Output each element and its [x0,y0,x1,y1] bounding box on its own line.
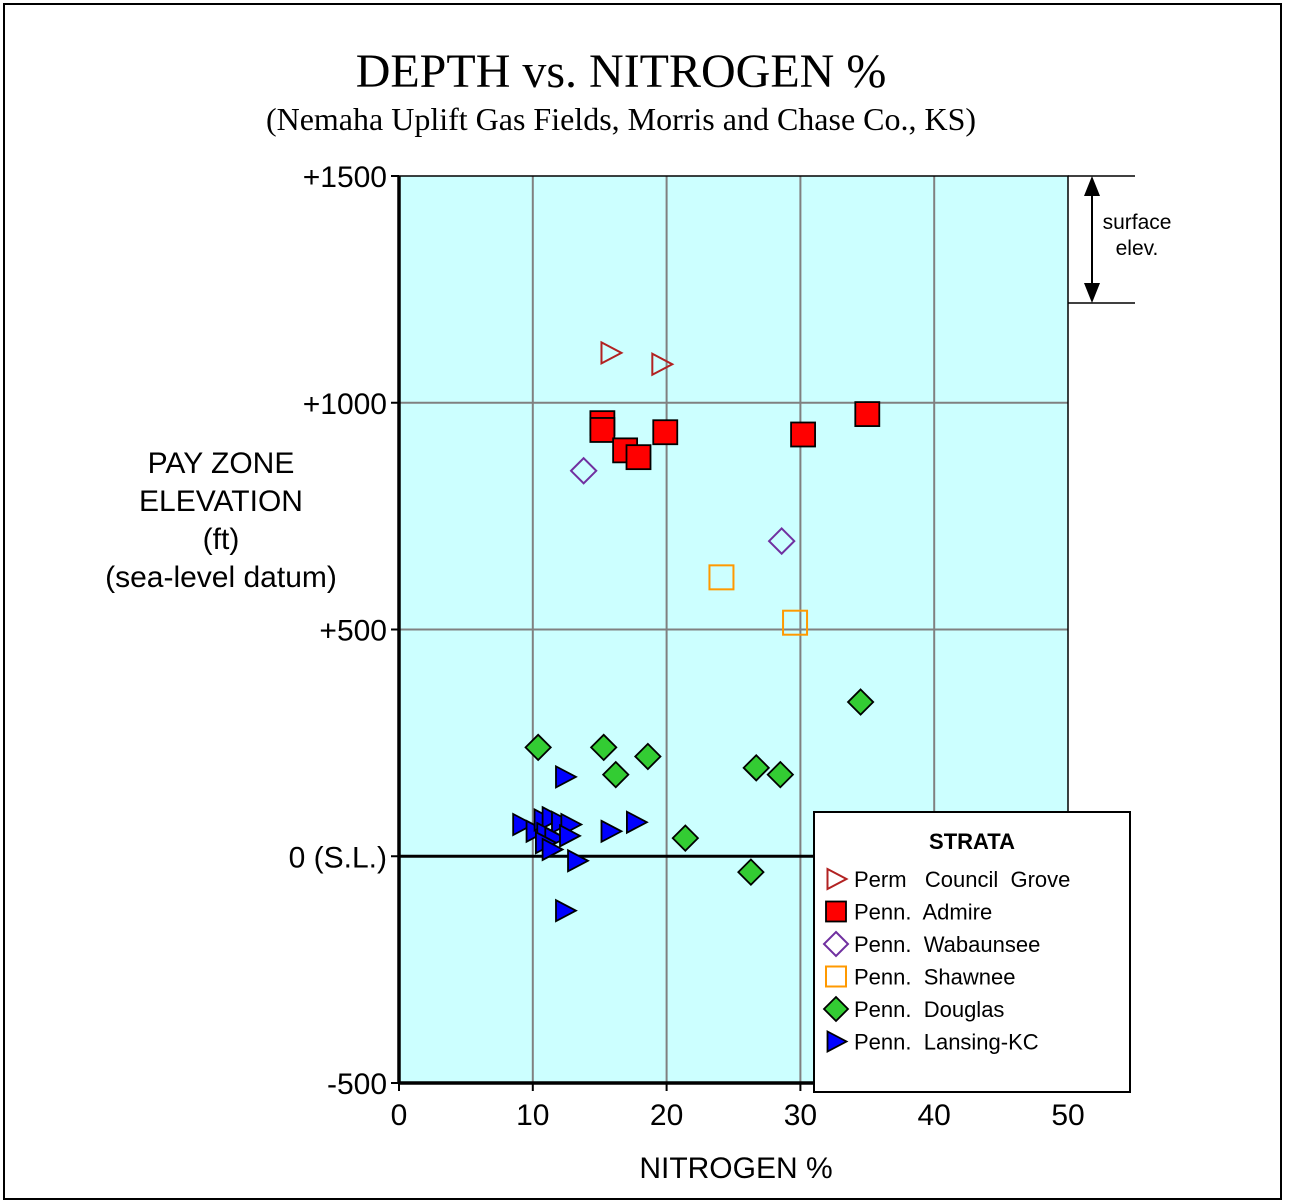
y-axis-label-line: (sea-level datum) [105,561,337,594]
data-point [589,417,616,443]
data-point [846,688,875,716]
data-point [737,858,765,886]
data-point [559,823,582,848]
data-point [567,848,590,873]
data-point [767,527,796,556]
y-tick-label: -500 [327,1068,387,1101]
data-point [512,812,536,837]
x-tick-label: 40 [918,1099,951,1132]
y-tick-label: 0 (S.L.) [289,841,387,874]
data-point [782,609,809,636]
y-tick-label: +500 [319,615,387,648]
data-point [651,352,675,377]
data-point [708,564,735,591]
annotation-text: surface [1103,211,1172,234]
data-point [589,733,618,762]
legend-label: Penn. Lansing-KC [854,1030,1039,1055]
y-axis-label: PAY ZONE ELEVATION (ft) (sea-level datum) [105,447,337,594]
legend-marker [825,965,847,988]
annotation-arrow-up [1084,176,1100,196]
data-point [600,819,624,844]
data-point [742,753,771,782]
data-point [766,760,795,789]
annotation-text-bg [1097,210,1177,266]
data-point [671,824,700,852]
data-point [541,837,565,862]
y-axis-label-line: (ft) [203,523,240,556]
x-axis-label: NITROGEN % [639,1152,832,1185]
surface-elevation-annotation: surface elev. [1068,175,1177,304]
x-tick-label: 0 [391,1099,408,1132]
legend-marker [822,930,850,958]
y-tick-label: +1000 [303,388,387,421]
data-point [652,419,679,446]
data-point [600,340,624,366]
annotation-text: elev. [1116,237,1159,260]
legend-label: Penn. Shawnee [854,965,1015,990]
chart-title: DEPTH vs. NITROGEN % [356,45,887,98]
data-point [555,764,578,789]
y-tick-label: +1500 [303,161,387,194]
y-axis-label-line: ELEVATION [139,485,303,518]
legend-marker [826,867,849,891]
data-point [555,898,578,923]
data-point [524,733,553,762]
legend-label: Perm Council Grove [854,867,1070,892]
data-point [601,760,630,789]
annotation-arrow-down [1084,282,1100,303]
data-points [512,340,881,923]
legend-marker [826,1030,849,1053]
data-point [790,421,816,448]
data-point [569,456,598,485]
legend-box [813,811,1131,1093]
data-point [854,401,881,427]
data-point [626,810,649,835]
chart-subtitle: (Nemaha Uplift Gas Fields, Morris and Ch… [266,101,976,137]
x-tick-label: 20 [650,1099,683,1132]
chart-frame: DEPTH vs. NITROGEN % (Nemaha Uplift Gas … [3,3,1282,1200]
legend: STRATA Perm Council Grove Penn. Admire Penn… [813,811,1131,1093]
data-point [633,742,662,771]
legend-marker [825,900,847,923]
legend-marker [822,995,850,1023]
legend-title: STRATA [929,829,1015,854]
x-tick-label: 10 [516,1099,549,1132]
chart-canvas: DEPTH vs. NITROGEN % (Nemaha Uplift Gas … [105,45,1177,1185]
x-tick-label: 30 [784,1099,817,1132]
legend-label: Penn. Douglas [854,997,1004,1022]
x-tick-label: 50 [1051,1099,1084,1132]
legend-label: Penn. Wabaunsee [854,932,1040,957]
legend-label: Penn. Admire [854,900,992,925]
plot-area: 0 10 20 30 40 50 +1500 +1000 +500 0 (S.L.) -500 [289,161,1085,1132]
y-axis-label-line: PAY ZONE [148,447,295,480]
data-point [625,444,652,471]
